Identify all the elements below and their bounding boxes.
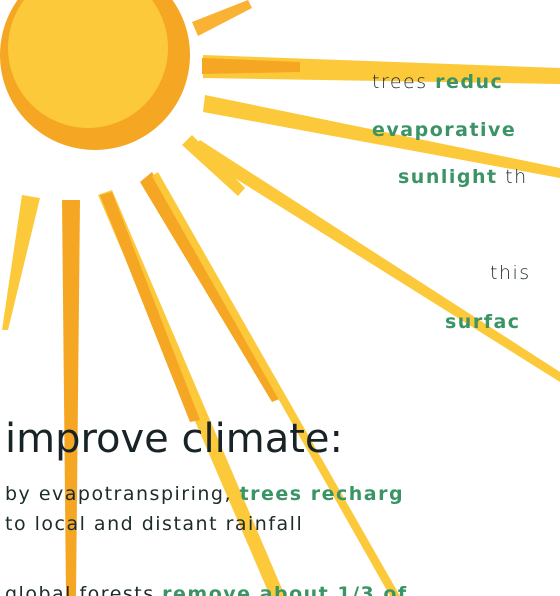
callout-line: surfac [445,311,521,333]
emphasis-text: evaporative [372,119,516,141]
page: trees reduc evaporative sunlight th this sur… [0,0,560,596]
callout-line: sunlight th [398,166,528,188]
emphasis-text: trees recharg [240,483,405,505]
emphasis-text: remove about 1/3 of [162,583,408,596]
emphasis-text: reduc [435,71,503,93]
body-text: by evapotranspiring, [5,483,240,505]
ray [2,195,40,330]
callout-line: this [490,262,531,284]
body-text: global forests [5,583,162,596]
paragraph-line: to local and distant rainfall [5,513,303,535]
illustration: trees reduc evaporative sunlight th this sur… [0,0,560,596]
ray [62,200,80,596]
emphasis-text: surfac [445,311,521,333]
body-text: to local and distant rainfall [5,513,303,535]
section-heading: improve climate: [5,416,343,462]
body-text: th [498,166,528,188]
paragraph-line: global forests remove about 1/3 of [5,583,408,596]
paragraph-line: by evapotranspiring, trees recharg [5,483,404,505]
ray [192,0,252,36]
callout-line: trees reduc [372,71,503,93]
body-text: this [490,262,531,284]
body-text: trees [372,71,435,93]
callout-line: evaporative [372,119,516,141]
emphasis-text: sunlight [398,166,498,188]
